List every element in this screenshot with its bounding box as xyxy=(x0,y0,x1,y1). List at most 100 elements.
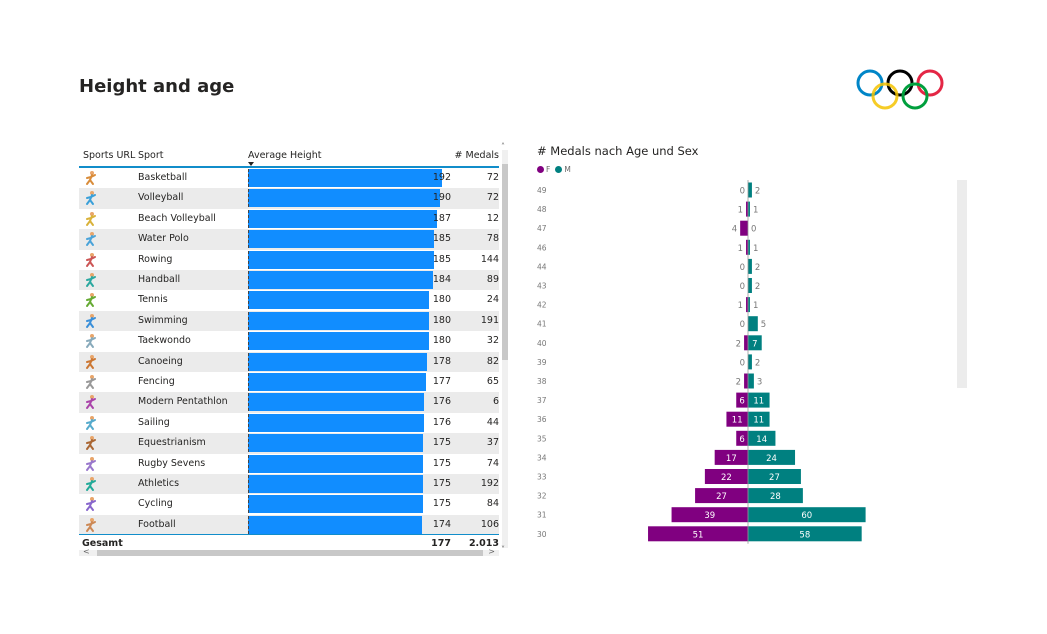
table-row[interactable]: Beach Volleyball 187 12 xyxy=(79,209,499,229)
table-row[interactable]: Fencing 177 65 xyxy=(79,372,499,392)
bar-m[interactable] xyxy=(748,335,762,351)
medals-value: 191 xyxy=(480,314,499,326)
total-medals: 2.013 xyxy=(468,538,499,549)
bar-f[interactable] xyxy=(744,373,748,389)
bar-m[interactable] xyxy=(748,449,796,465)
bar-m[interactable] xyxy=(748,182,752,198)
sport-name: Athletics xyxy=(138,478,180,489)
canoeing-icon xyxy=(86,354,96,369)
rowing-icon xyxy=(86,252,96,267)
bar-f[interactable] xyxy=(704,469,748,484)
table-total-row: Gesamt 177 2.013 xyxy=(79,534,499,551)
table-row[interactable]: Athletics 175 192 xyxy=(79,474,499,495)
average-height-data-bar xyxy=(248,189,440,208)
y-axis-tick-label: 37 xyxy=(537,396,547,405)
bar-m[interactable] xyxy=(748,354,752,370)
bar-f[interactable] xyxy=(726,411,748,427)
bar-f[interactable] xyxy=(648,526,748,542)
bar-m[interactable] xyxy=(748,278,752,293)
bar-m[interactable] xyxy=(748,297,750,313)
medals-value: 106 xyxy=(480,518,499,530)
sport-name: Rugby Sevens xyxy=(138,457,206,469)
total-average-height: 177 xyxy=(431,538,451,549)
bar-f[interactable] xyxy=(746,239,748,255)
bar-f[interactable] xyxy=(746,297,748,313)
bar-f[interactable] xyxy=(744,335,748,351)
scroll-up-icon[interactable]: ˄ xyxy=(501,142,505,151)
table-row[interactable]: Rugby Sevens 175 74 xyxy=(79,454,499,474)
column-header-medals[interactable]: # Medals xyxy=(454,150,499,161)
bar-m[interactable] xyxy=(748,430,776,446)
bar-m[interactable] xyxy=(748,526,862,542)
table-row[interactable]: Water Polo 185 78 xyxy=(79,229,499,250)
total-label: Gesamt xyxy=(82,538,123,549)
chart-vertical-scrollbar[interactable] xyxy=(957,180,967,388)
table-horizontal-scrollbar[interactable]: < > xyxy=(79,547,499,556)
table-row[interactable]: Canoeing 178 82 xyxy=(79,351,499,372)
bar-m[interactable] xyxy=(748,392,770,408)
data-label-f: 4 xyxy=(732,225,737,235)
data-label-m: 2 xyxy=(755,263,760,273)
table-body: Basketball 192 72 Volleyball 190 72 Beach Voll… xyxy=(79,168,499,534)
bar-m[interactable] xyxy=(748,316,758,332)
table-row[interactable]: Sailing 176 44 xyxy=(79,413,499,433)
table-row[interactable]: Swimming 180 191 xyxy=(79,310,499,332)
average-height-data-bar xyxy=(248,434,424,453)
table-row[interactable]: Tennis 180 24 xyxy=(79,290,499,310)
table-row[interactable]: Volleyball 190 72 xyxy=(79,188,499,209)
data-label-m: 2 xyxy=(755,187,760,197)
table-vertical-scrollbar[interactable]: ˄ ˅ xyxy=(501,142,508,554)
table-row[interactable]: Handball 184 89 xyxy=(79,270,499,291)
bar-m[interactable] xyxy=(748,411,770,427)
y-axis-tick-label: 46 xyxy=(537,243,547,252)
bar-f[interactable] xyxy=(746,201,748,217)
medals-value: 37 xyxy=(486,437,499,449)
table-horizontal-scroll-thumb[interactable] xyxy=(97,550,483,556)
average-height-data-bar xyxy=(248,373,426,391)
average-height-data-bar xyxy=(248,413,425,432)
bar-m[interactable] xyxy=(748,201,750,217)
average-height-value: 185 xyxy=(432,253,451,265)
equestrianism-icon xyxy=(86,436,96,451)
bar-m[interactable] xyxy=(748,239,750,255)
table-row[interactable]: Modern Pentathlon 176 6 xyxy=(79,392,499,413)
bar-f[interactable] xyxy=(695,488,748,504)
table-row[interactable]: Taekwondo 180 32 xyxy=(79,331,499,351)
table-row[interactable]: Cycling 175 84 xyxy=(79,494,499,514)
sailing-icon xyxy=(86,415,96,430)
table-vertical-scroll-thumb[interactable] xyxy=(502,164,508,360)
bar-m[interactable] xyxy=(748,507,866,523)
table-row[interactable]: Basketball 192 72 xyxy=(79,168,499,188)
scroll-down-icon[interactable]: ˅ xyxy=(501,545,505,554)
bar-f[interactable] xyxy=(671,507,748,523)
data-label-m: 5 xyxy=(761,320,766,330)
scroll-right-icon[interactable]: > xyxy=(488,547,495,556)
average-height-data-bar xyxy=(248,311,429,330)
data-label-m: 27 xyxy=(769,473,780,483)
bar-f[interactable] xyxy=(740,220,748,236)
bar-m[interactable] xyxy=(748,258,752,274)
column-header-sports-url[interactable]: Sports URL xyxy=(83,150,136,161)
scroll-left-icon[interactable]: < xyxy=(83,547,90,556)
sport-name: Tennis xyxy=(138,294,168,306)
table-row[interactable]: Equestrianism 175 37 xyxy=(79,433,499,454)
table-row[interactable]: Rowing 185 144 xyxy=(79,250,499,270)
table-row[interactable]: Football 174 106 xyxy=(79,514,499,534)
column-header-average-height[interactable]: Average Height xyxy=(248,150,322,166)
medals-by-age-sex-chart: 49 0 2 48 1 1 47 4 0 46 1 1 44 0 2 43 0 2 42 1 1 41 0 5 40 2 7 39 0 2… xyxy=(537,142,969,546)
modern-pentathlon-icon xyxy=(86,395,96,410)
bar-f[interactable] xyxy=(736,430,748,446)
bar-m[interactable] xyxy=(748,469,801,484)
bar-f[interactable] xyxy=(714,449,748,465)
average-height-header-label: Average Height xyxy=(248,150,322,161)
legend-item-f[interactable]: F xyxy=(537,165,550,174)
average-height-data-bar xyxy=(248,209,437,228)
bar-f[interactable] xyxy=(736,392,748,408)
legend-item-m[interactable]: M xyxy=(555,165,571,174)
column-header-sport[interactable]: Sport xyxy=(138,150,164,161)
average-height-data-bar xyxy=(248,230,435,249)
bar-m[interactable] xyxy=(748,488,803,504)
medals-value: 72 xyxy=(486,192,499,204)
bar-m[interactable] xyxy=(748,373,754,389)
average-height-data-bar xyxy=(248,291,429,310)
